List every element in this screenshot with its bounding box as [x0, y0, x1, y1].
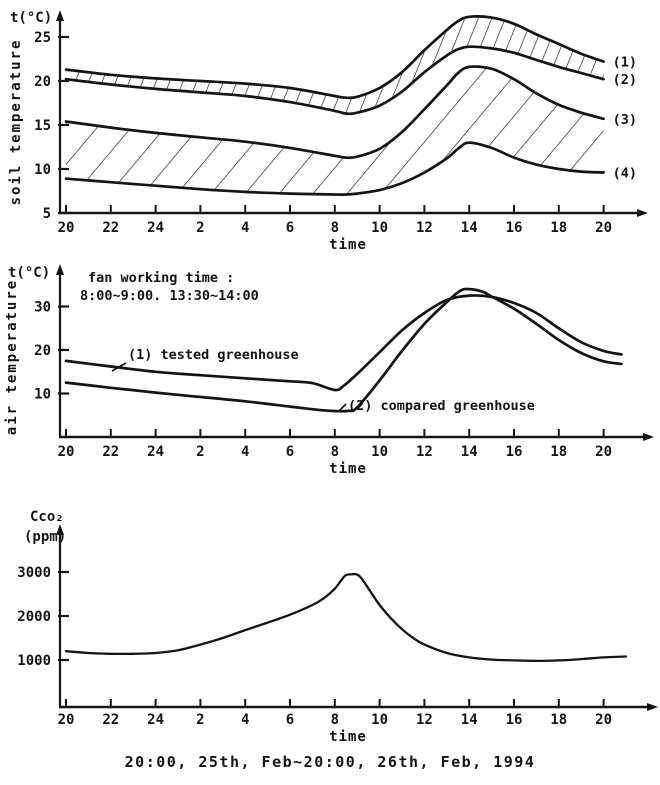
y-tick-label: 20: [34, 74, 51, 90]
y-tick-label: 25: [34, 30, 51, 46]
x-tick-label: 16: [506, 444, 523, 460]
x-tick-label: 2: [196, 444, 204, 460]
y-tick-label: 15: [34, 118, 51, 134]
x-axis-arrow: [637, 209, 648, 217]
x-tick-label: 22: [102, 444, 119, 460]
x-axis-label: time: [329, 461, 367, 477]
y-tick-label: 20: [34, 343, 51, 359]
series-inline-label: (2) compared greenhouse: [348, 398, 535, 414]
series-end-label: (4): [613, 166, 637, 182]
x-tick-label: 20: [58, 220, 75, 236]
series-end-label: (1): [613, 55, 637, 71]
series-end-label: (2): [613, 72, 637, 88]
x-tick-label: 20: [595, 712, 612, 728]
x-tick-label: 18: [550, 444, 567, 460]
soil-curve-2: [64, 45, 605, 116]
y-axis-arrow: [56, 10, 64, 21]
x-tick-label: 14: [461, 712, 478, 728]
x-tick-label: 20: [58, 712, 75, 728]
y-tick-label: 2000: [17, 609, 51, 625]
x-tick-label: 8: [331, 444, 339, 460]
x-tick-label: 10: [371, 712, 388, 728]
y-tick-label: 30: [34, 300, 51, 316]
y-axis-label: air temperature: [4, 279, 20, 435]
x-tick-label: 14: [461, 220, 478, 236]
x-tick-label: 4: [241, 712, 249, 728]
y-axis-title: (ppm): [24, 529, 66, 545]
x-tick-label: 6: [286, 444, 294, 460]
x-tick-label: 24: [147, 712, 164, 728]
x-tick-label: 18: [550, 220, 567, 236]
x-tick-label: 20: [595, 220, 612, 236]
x-tick-label: 2: [196, 220, 204, 236]
y-tick-label: 1000: [17, 653, 51, 669]
x-tick-label: 10: [371, 444, 388, 460]
x-tick-label: 14: [461, 444, 478, 460]
soil-curve-1: [64, 15, 605, 100]
label-leader-line: [337, 403, 347, 413]
x-axis-label: time: [329, 237, 367, 253]
x-tick-label: 24: [147, 444, 164, 460]
fan-working-time-annotation: 8:00~9:00. 13:30~14:00: [80, 288, 259, 304]
air-curve-1: [64, 294, 623, 392]
x-tick-label: 12: [416, 220, 433, 236]
x-tick-label: 2: [196, 712, 204, 728]
y-axis-label: soil temperature: [8, 39, 24, 206]
x-axis-label: time: [329, 729, 367, 745]
y-tick-label: 3000: [17, 565, 51, 581]
soil-curve-3: [64, 65, 605, 160]
x-axis-arrow: [647, 703, 658, 711]
y-axis-title: Cco₂: [30, 509, 64, 525]
x-tick-label: 8: [331, 220, 339, 236]
air-curve-2: [64, 287, 623, 413]
x-tick-label: 4: [241, 444, 249, 460]
x-tick-label: 24: [147, 220, 164, 236]
y-tick-label: 10: [34, 162, 51, 178]
series-inline-label: (1) tested greenhouse: [128, 347, 299, 363]
x-tick-label: 8: [331, 712, 339, 728]
x-tick-label: 10: [371, 220, 388, 236]
y-axis-arrow: [56, 524, 64, 535]
x-tick-label: 4: [241, 220, 249, 236]
series-end-label: (3): [613, 112, 637, 128]
x-tick-label: 18: [550, 712, 567, 728]
x-tick-label: 20: [595, 444, 612, 460]
hatched-band-(1)-(2): [66, 16, 604, 114]
y-axis-arrow: [56, 264, 64, 275]
x-tick-label: 22: [102, 220, 119, 236]
hatched-band-(3)-(4): [66, 66, 604, 195]
figure-caption: 20:00, 25th, Feb~20:00, 26th, Feb, 1994: [124, 753, 536, 771]
x-tick-label: 12: [416, 444, 433, 460]
y-tick-label: 5: [43, 206, 51, 222]
fan-working-time-annotation: fan working time :: [88, 270, 234, 286]
x-tick-label: 16: [506, 712, 523, 728]
x-tick-label: 22: [102, 712, 119, 728]
x-tick-label: 6: [286, 712, 294, 728]
co2-curve-1: [64, 572, 628, 663]
x-tick-label: 20: [58, 444, 75, 460]
y-tick-label: 10: [34, 387, 51, 403]
soil-curve-4: [64, 141, 605, 196]
y-axis-title: t(°C): [8, 265, 50, 281]
x-axis-arrow: [643, 433, 654, 441]
x-tick-label: 12: [416, 712, 433, 728]
label-leader-line: [111, 362, 127, 372]
x-tick-label: 6: [286, 220, 294, 236]
x-tick-label: 16: [506, 220, 523, 236]
y-axis-title: t(°C): [10, 10, 52, 26]
